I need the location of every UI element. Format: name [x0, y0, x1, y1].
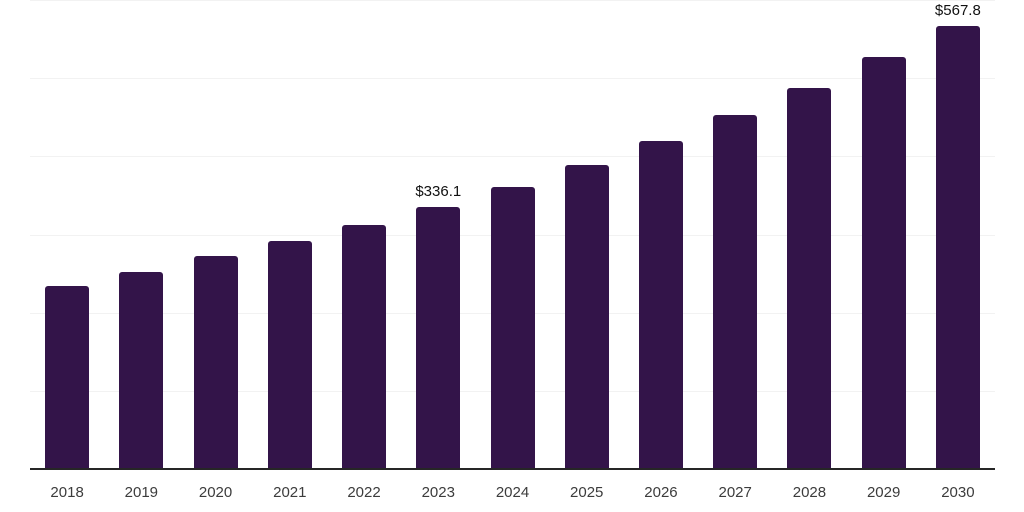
bar-2025 [564, 164, 609, 470]
bar-2026 [638, 140, 683, 470]
x-tick-label-2025: 2025 [570, 484, 604, 501]
bar-value-label-2023: $336.1 [415, 183, 462, 201]
x-tick-label-2026: 2026 [644, 484, 678, 501]
x-tick-label-2022: 2022 [347, 484, 381, 501]
bar-2020 [193, 256, 238, 470]
x-tick-label-2030: 2030 [941, 484, 975, 501]
bar-2023 [416, 207, 461, 470]
x-tick-label-2020: 2020 [198, 484, 233, 501]
bar-2021 [267, 240, 312, 470]
bar-2028 [787, 88, 832, 470]
x-axis-line [30, 468, 995, 470]
x-tick-label-2021: 2021 [273, 484, 307, 501]
gridline [30, 78, 995, 80]
x-tick-label-2024: 2024 [495, 484, 530, 501]
bar-value-label-2030: $567.8 [934, 2, 981, 20]
bar-2019 [119, 271, 164, 470]
bar-2022 [342, 225, 387, 470]
gridline [30, 0, 995, 1]
x-tick-label-2029: 2029 [866, 484, 901, 501]
gridline [30, 156, 995, 158]
bar-2024 [490, 187, 535, 470]
x-tick-label-2023: 2023 [421, 484, 455, 501]
plot-area: $336.1 $567.8 [30, 0, 995, 470]
x-tick-label-2027: 2027 [718, 484, 752, 501]
x-tick-label-2018: 2018 [50, 484, 84, 501]
x-tick-label-2019: 2019 [124, 484, 159, 501]
bar-2029 [861, 57, 906, 470]
bar-2030 [935, 26, 980, 470]
bar-2018 [45, 286, 90, 470]
bar-2027 [713, 114, 758, 470]
x-tick-label-2028: 2028 [792, 484, 827, 501]
